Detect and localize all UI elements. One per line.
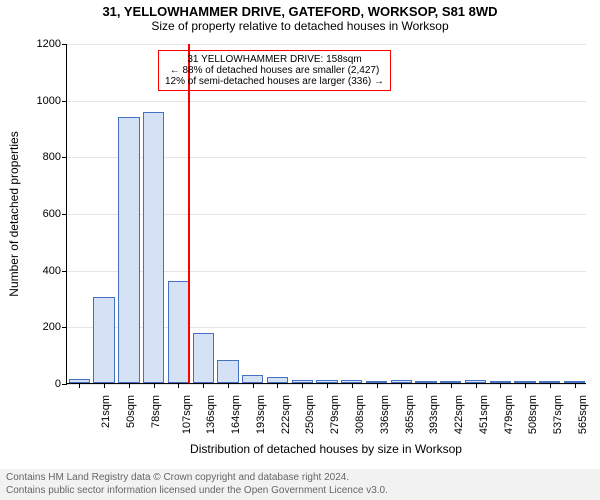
x-tick-label: 537sqm [552, 395, 564, 434]
x-tick-label: 393sqm [428, 395, 440, 434]
x-tick-label: 107sqm [181, 395, 193, 434]
x-axis-title: Distribution of detached houses by size … [66, 442, 586, 456]
x-tick-label: 50sqm [125, 395, 137, 428]
y-tick-label: 1200 [37, 38, 61, 50]
annotation-line: ← 88% of detached houses are smaller (2,… [165, 65, 384, 76]
y-tick [62, 101, 67, 102]
x-tick-label: 21sqm [100, 395, 112, 428]
x-tick [203, 383, 204, 388]
x-tick-label: 365sqm [404, 395, 416, 434]
x-tick-label: 164sqm [230, 395, 242, 434]
gridline [67, 44, 586, 45]
y-tick [62, 157, 67, 158]
x-tick [500, 383, 501, 388]
footer-line: Contains HM Land Registry data © Crown c… [6, 472, 594, 485]
x-tick [352, 383, 353, 388]
x-tick-label: 136sqm [206, 395, 218, 434]
x-tick [451, 383, 452, 388]
bar [143, 112, 164, 383]
chart-container: 31, YELLOWHAMMER DRIVE, GATEFORD, WORKSO… [0, 0, 600, 500]
reference-line [188, 44, 190, 383]
x-tick [154, 383, 155, 388]
y-tick-label: 0 [55, 378, 61, 390]
x-tick [327, 383, 328, 388]
x-tick [550, 383, 551, 388]
footer: Contains HM Land Registry data © Crown c… [0, 469, 600, 500]
x-tick-label: 308sqm [354, 395, 366, 434]
plot-inner: 02004006008001000120021sqm50sqm78sqm107s… [66, 44, 586, 384]
x-tick [426, 383, 427, 388]
x-tick [104, 383, 105, 388]
y-tick [62, 214, 67, 215]
chart-title: 31, YELLOWHAMMER DRIVE, GATEFORD, WORKSO… [0, 0, 600, 19]
x-tick [178, 383, 179, 388]
bar [93, 297, 114, 383]
gridline [67, 101, 586, 102]
footer-line: Contains public sector information licen… [6, 485, 594, 498]
x-tick-label: 565sqm [577, 395, 589, 434]
x-tick [401, 383, 402, 388]
bar [193, 333, 214, 383]
y-tick-label: 800 [43, 151, 61, 163]
x-tick-label: 451sqm [478, 395, 490, 434]
x-tick [228, 383, 229, 388]
y-tick [62, 384, 67, 385]
x-tick-label: 222sqm [280, 395, 292, 434]
chart-subtitle: Size of property relative to detached ho… [0, 19, 600, 33]
bar [118, 117, 139, 383]
y-tick-label: 600 [43, 208, 61, 220]
x-tick-label: 479sqm [503, 395, 515, 434]
y-tick [62, 327, 67, 328]
x-tick [302, 383, 303, 388]
x-tick-label: 279sqm [329, 395, 341, 434]
x-tick-label: 508sqm [527, 395, 539, 434]
x-tick [79, 383, 80, 388]
x-tick-label: 422sqm [453, 395, 465, 434]
x-tick-label: 193sqm [255, 395, 267, 434]
y-tick-label: 400 [43, 265, 61, 277]
x-tick [525, 383, 526, 388]
x-tick-label: 78sqm [150, 395, 162, 428]
y-axis-title: Number of detached properties [7, 131, 21, 296]
bar [242, 375, 263, 384]
bar [168, 281, 189, 383]
y-tick [62, 271, 67, 272]
y-tick [62, 44, 67, 45]
x-tick [129, 383, 130, 388]
plot-area: 02004006008001000120021sqm50sqm78sqm107s… [66, 44, 586, 384]
x-tick [253, 383, 254, 388]
annotation-line: 12% of semi-detached houses are larger (… [165, 76, 384, 87]
annotation-box: 31 YELLOWHAMMER DRIVE: 158sqm← 88% of de… [158, 50, 391, 91]
y-tick-label: 200 [43, 321, 61, 333]
x-tick [476, 383, 477, 388]
y-tick-label: 1000 [37, 95, 61, 107]
x-tick [277, 383, 278, 388]
x-tick-label: 336sqm [379, 395, 391, 434]
x-tick [377, 383, 378, 388]
bar [217, 360, 238, 383]
x-tick [575, 383, 576, 388]
annotation-line: 31 YELLOWHAMMER DRIVE: 158sqm [165, 54, 384, 65]
x-tick-label: 250sqm [305, 395, 317, 434]
